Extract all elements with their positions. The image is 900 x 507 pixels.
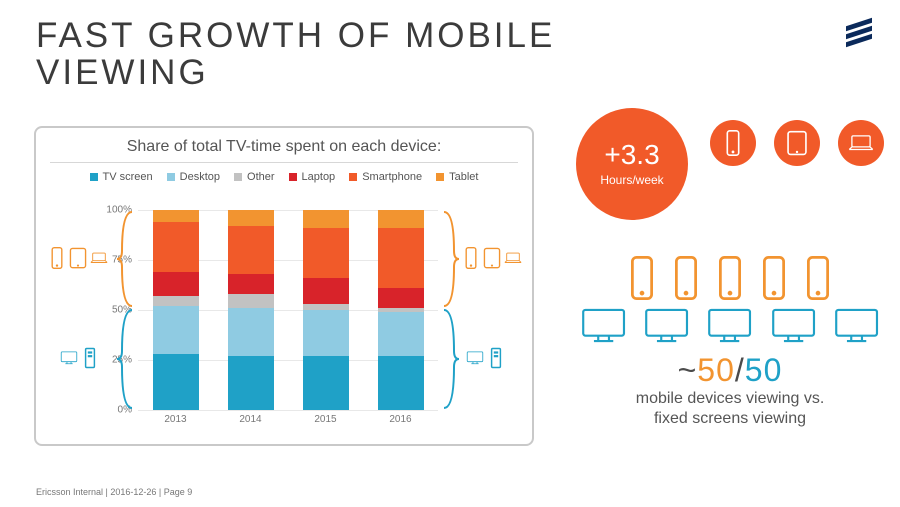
x-tick-label: 2014: [228, 414, 274, 425]
ratio-sub-2: fixed screens viewing: [580, 409, 880, 429]
isotype-screen-row: [580, 306, 880, 346]
laptop-icon: [90, 247, 108, 269]
ratio-block: ~50/50 mobile devices viewing vs. fixed …: [580, 256, 880, 429]
chart-x-labels: 2013 2014 2015 2016: [138, 414, 438, 425]
laptop-icon: [504, 247, 522, 269]
chart-legend: TV screen Desktop Other Laptop Smartphone Tab…: [36, 163, 532, 187]
bar-segment: [303, 210, 349, 228]
bar-segment: [378, 356, 424, 410]
tower-icon: [81, 347, 99, 369]
bar-segment: [228, 210, 274, 226]
tablet-icon: [483, 247, 501, 269]
device-circle: [710, 120, 756, 166]
hours-badge: +3.3 Hours/week: [576, 108, 688, 220]
monitor-icon: [643, 306, 690, 346]
phone-icon: [804, 256, 832, 300]
bar-segment: [303, 310, 349, 356]
phone-icon: [48, 247, 66, 269]
phone-icon: [760, 256, 788, 300]
tablet-icon: [69, 247, 87, 269]
legend-label: Smartphone: [362, 171, 422, 183]
monitor-icon: [466, 347, 484, 369]
bar-segment: [228, 226, 274, 274]
bar-segment: [153, 306, 199, 354]
legend-item: Smartphone: [349, 171, 422, 183]
bar-segment: [153, 222, 199, 272]
smartphone-icon: [720, 130, 746, 156]
stacked-bar: [303, 210, 349, 410]
legend-item: TV screen: [90, 171, 153, 183]
legend-item: Other: [234, 171, 275, 183]
isotype-phone-row: [580, 256, 880, 300]
legend-label: Tablet: [449, 171, 478, 183]
slide-title: FAST GROWTH OF MOBILE VIEWING: [36, 18, 556, 92]
phone-icon: [716, 256, 744, 300]
monitor-icon: [706, 306, 753, 346]
bar-segment: [153, 210, 199, 222]
bar-segment: [303, 356, 349, 410]
bar-segment: [378, 312, 424, 356]
bar-segment: [228, 356, 274, 410]
chart-title: Share of total TV-time spent on each dev…: [50, 128, 518, 163]
stacked-bar: [378, 210, 424, 410]
ratio-figure: ~50/50: [580, 352, 880, 389]
chart-plot-area: 0%25%50%75%100%: [138, 210, 438, 410]
monitor-icon: [833, 306, 880, 346]
phone-icon: [672, 256, 700, 300]
bar-segment: [378, 228, 424, 288]
bracket-left-bottom-icon: [116, 308, 136, 410]
bar-segment: [378, 288, 424, 308]
bar-segment: [153, 354, 199, 410]
legend-label: TV screen: [103, 171, 153, 183]
legend-item: Laptop: [289, 171, 336, 183]
x-tick-label: 2016: [378, 414, 424, 425]
bar-segment: [303, 278, 349, 304]
bar-segment: [228, 294, 274, 308]
stacked-bar: [228, 210, 274, 410]
bracket-right-bottom-icon: [440, 308, 460, 410]
device-circle-row: [710, 120, 884, 166]
bracket-left-top-icon: [116, 210, 136, 308]
ericsson-logo: [846, 22, 872, 46]
bar-segment: [228, 274, 274, 294]
mini-icons-left-bottom: [60, 347, 99, 369]
bar-segment: [303, 228, 349, 278]
device-circle: [774, 120, 820, 166]
mini-icons-right-bottom: [466, 347, 505, 369]
legend-label: Other: [247, 171, 275, 183]
monitor-icon: [60, 347, 78, 369]
phone-icon: [462, 247, 480, 269]
phone-icon: [628, 256, 656, 300]
legend-label: Laptop: [302, 171, 336, 183]
bar-segment: [378, 210, 424, 228]
mini-icons-right-top: [462, 247, 522, 269]
mini-icons-left-top: [48, 247, 108, 269]
ratio-sub-1: mobile devices viewing vs.: [580, 389, 880, 409]
slide-footer: Ericsson Internal | 2016-12-26 | Page 9: [36, 487, 192, 497]
hours-unit: Hours/week: [600, 173, 663, 187]
bar-segment: [228, 308, 274, 356]
hours-value: +3.3: [604, 141, 659, 169]
tower-icon: [487, 347, 505, 369]
device-circle: [838, 120, 884, 166]
stacked-bar: [153, 210, 199, 410]
legend-item: Desktop: [167, 171, 220, 183]
tablet-icon: [784, 130, 810, 156]
x-tick-label: 2015: [303, 414, 349, 425]
monitor-icon: [580, 306, 627, 346]
chart-panel: Share of total TV-time spent on each dev…: [34, 126, 534, 446]
laptop-icon: [848, 130, 874, 156]
monitor-icon: [770, 306, 817, 346]
bracket-right-top-icon: [440, 210, 460, 308]
legend-label: Desktop: [180, 171, 220, 183]
legend-item: Tablet: [436, 171, 478, 183]
bar-segment: [153, 272, 199, 296]
bar-segment: [153, 296, 199, 306]
x-tick-label: 2013: [153, 414, 199, 425]
